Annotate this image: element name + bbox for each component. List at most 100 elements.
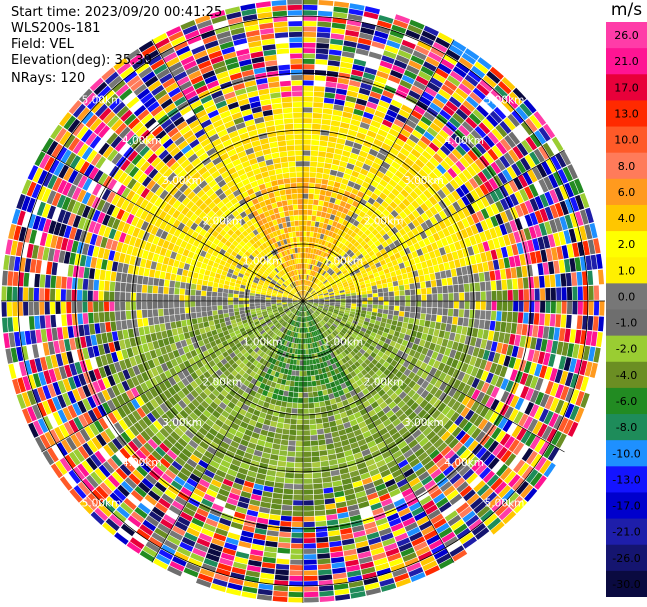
velocity-gate	[300, 322, 302, 328]
velocity-gate	[328, 334, 334, 340]
velocity-gate	[377, 330, 384, 336]
velocity-gate	[50, 314, 57, 328]
velocity-gate	[196, 445, 207, 455]
velocity-gate	[309, 264, 313, 270]
velocity-gate	[320, 269, 325, 275]
velocity-gate	[208, 360, 216, 368]
velocity-gate	[342, 269, 348, 275]
velocity-gate	[310, 308, 315, 312]
velocity-gate	[142, 317, 149, 327]
velocity-gate	[356, 379, 363, 387]
velocity-gate	[332, 274, 338, 279]
velocity-gate	[559, 185, 569, 200]
velocity-gate	[145, 541, 161, 553]
velocity-gate	[326, 207, 333, 214]
velocity-gate	[455, 87, 469, 100]
velocity-gate	[333, 441, 342, 449]
velocity-gate	[377, 488, 389, 497]
velocity-gate	[223, 377, 231, 385]
velocity-gate	[495, 200, 505, 213]
velocity-gate	[227, 401, 236, 410]
velocity-gate	[401, 255, 409, 262]
velocity-gate	[170, 445, 181, 456]
velocity-gate	[349, 311, 356, 315]
velocity-gate	[271, 498, 283, 505]
velocity-gate	[32, 344, 40, 359]
velocity-gate	[288, 391, 294, 397]
velocity-gate	[391, 123, 402, 133]
velocity-gate	[311, 353, 316, 359]
velocity-gate	[473, 174, 483, 186]
velocity-gate	[166, 435, 177, 445]
velocity-gate	[234, 556, 249, 565]
velocity-gate	[398, 507, 411, 517]
velocity-gate	[496, 280, 502, 291]
velocity-gate	[150, 377, 159, 387]
velocity-gate	[261, 562, 276, 569]
velocity-gate	[587, 270, 594, 285]
velocity-gate	[261, 496, 272, 503]
velocity-gate	[520, 157, 531, 171]
velocity-gate	[463, 489, 476, 502]
velocity-gate	[75, 431, 86, 445]
velocity-gate	[100, 354, 109, 366]
velocity-gate	[353, 452, 363, 460]
velocity-gate	[335, 501, 347, 509]
velocity-gate	[323, 103, 334, 110]
velocity-gate	[57, 380, 67, 394]
velocity-gate	[158, 477, 170, 489]
velocity-gate	[508, 91, 523, 106]
velocity-gate	[91, 489, 105, 503]
velocity-gate	[410, 306, 416, 313]
velocity-gate	[423, 402, 433, 412]
velocity-gate	[311, 375, 316, 381]
velocity-gate	[533, 224, 542, 238]
velocity-gate	[446, 540, 462, 553]
velocity-gate	[520, 484, 534, 499]
velocity-gate	[374, 30, 389, 40]
velocity-gate	[310, 150, 319, 157]
velocity-gate	[159, 402, 169, 413]
velocity-gate	[354, 361, 361, 368]
velocity-gate	[127, 494, 141, 506]
velocity-gate	[37, 386, 47, 402]
velocity-gate	[272, 308, 278, 311]
velocity-gate	[298, 398, 303, 403]
velocity-gate	[422, 267, 429, 275]
velocity-gate	[212, 305, 218, 311]
velocity-gate	[306, 286, 309, 291]
velocity-gate	[306, 280, 309, 286]
velocity-gate	[317, 227, 323, 234]
velocity-gate	[329, 169, 338, 176]
velocity-gate	[474, 233, 482, 244]
velocity-gate	[213, 314, 219, 320]
velocity-gate	[489, 110, 503, 124]
velocity-gate	[472, 87, 486, 100]
velocity-gate	[382, 537, 396, 547]
velocity-gate	[445, 323, 452, 332]
velocity-gate	[333, 204, 340, 211]
velocity-gate	[353, 530, 366, 538]
velocity-gate	[374, 436, 384, 445]
velocity-gate	[172, 349, 180, 358]
velocity-gate	[235, 431, 244, 439]
velocity-gate	[364, 373, 372, 380]
velocity-gate	[493, 352, 501, 364]
velocity-gate	[352, 248, 359, 254]
velocity-gate	[32, 404, 42, 420]
velocity-gate	[143, 326, 150, 335]
velocity-gate	[508, 232, 516, 245]
velocity-gate	[548, 326, 555, 340]
velocity-gate	[351, 424, 360, 432]
velocity-gate	[159, 323, 166, 332]
velocity-gate	[471, 459, 483, 472]
velocity-gate	[469, 356, 477, 366]
velocity-gate	[73, 416, 84, 431]
velocity-gate	[350, 442, 359, 449]
velocity-gate	[408, 349, 416, 357]
velocity-gate	[446, 252, 454, 262]
velocity-gate	[323, 487, 334, 494]
velocity-gate	[134, 354, 142, 365]
velocity-gate	[218, 332, 225, 339]
velocity-gate	[529, 288, 535, 301]
